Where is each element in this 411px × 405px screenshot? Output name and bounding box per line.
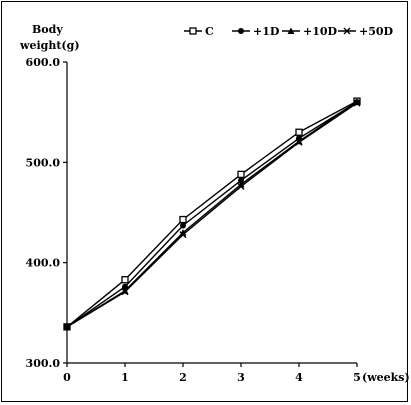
legend-item: +50D (338, 25, 394, 38)
data-point-x (63, 323, 71, 331)
data-point-square (237, 170, 245, 179)
x-tick-label: 1 (121, 371, 129, 384)
data-point-triangle (287, 27, 295, 34)
x-tick-label: 4 (295, 371, 303, 384)
y-axis-label-line1: Body (32, 23, 63, 36)
series-4 (63, 99, 361, 331)
data-point-circle (180, 222, 186, 229)
legend-item: C (184, 25, 214, 38)
y-tick-label: 300.0 (26, 357, 61, 370)
series-line (66, 101, 358, 328)
data-point-x (353, 99, 361, 107)
legend-label: +10D (303, 25, 338, 38)
data-point-square (179, 215, 187, 224)
series-layer (63, 97, 361, 331)
data-point-x (121, 288, 129, 296)
x-tick-label: 0 (63, 371, 71, 384)
data-point-circle (238, 177, 244, 184)
data-point-triangle (295, 137, 303, 145)
series-line (66, 100, 358, 328)
data-point-x (295, 138, 303, 146)
axes: 300.0 400.0 500.0 600.0 0 1 2 3 4 5 (26, 56, 361, 384)
y-axis-label-line2: weight(g) (19, 39, 80, 52)
x-tick-label: 5 (353, 371, 361, 384)
legend-item: +1D (232, 25, 280, 38)
series-3 (63, 98, 361, 330)
data-point-square (189, 27, 197, 35)
legend-item: +10D (282, 25, 338, 38)
y-tick-label: 500.0 (26, 156, 61, 169)
data-point-circle (238, 28, 244, 34)
y-tick-label: 400.0 (26, 257, 61, 270)
data-point-circle (122, 283, 128, 290)
y-tick-label: 600.0 (26, 56, 61, 69)
x-axis-unit-label: (weeks) (362, 371, 410, 384)
data-point-x (343, 27, 351, 35)
data-point-x (179, 231, 187, 239)
x-tick-label: 3 (237, 371, 245, 384)
series-line (66, 101, 358, 328)
legend-label: C (205, 25, 214, 38)
series-line (66, 102, 358, 328)
series-1 (63, 97, 361, 331)
legend-label: +50D (359, 25, 394, 38)
legend-label: +1D (253, 25, 280, 38)
legend: C +1D +10D +50D (184, 25, 394, 38)
data-point-square (121, 276, 129, 284)
data-point-square (295, 128, 303, 136)
data-point-x (237, 182, 245, 190)
series-2 (64, 99, 360, 330)
x-tick-label: 2 (179, 371, 187, 384)
